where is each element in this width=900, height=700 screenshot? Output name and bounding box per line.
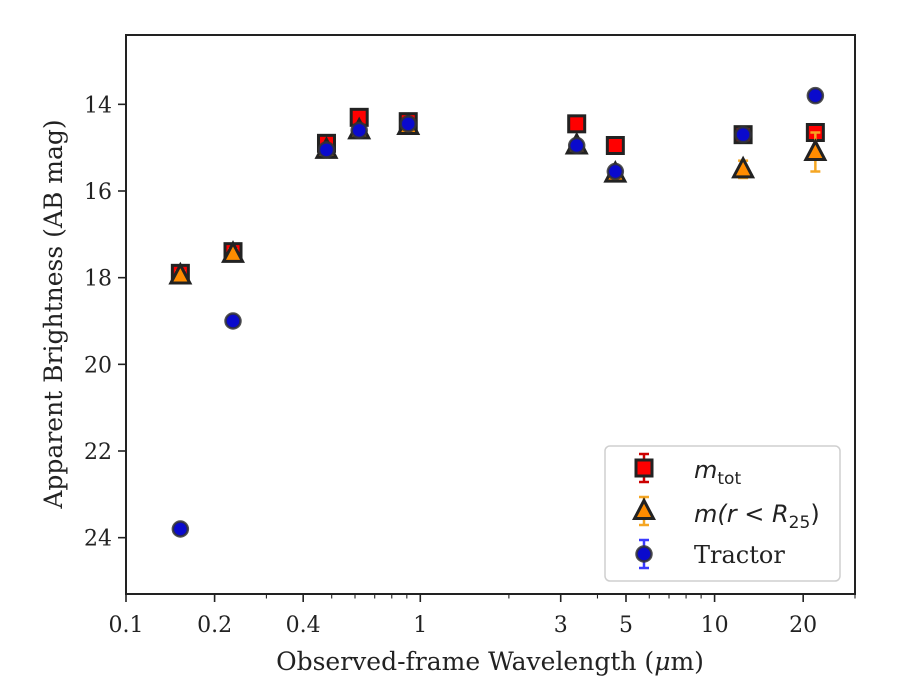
x-tick-label: 20 — [789, 613, 817, 638]
legend-symbol-tractor — [635, 545, 653, 563]
legend-box — [604, 445, 841, 582]
point-tractor — [224, 312, 242, 330]
x-axis-ticks: 0.1 0.2 0.4 1 3 5 10 20 — [109, 594, 817, 638]
legend-mr25-base: m — [694, 500, 717, 528]
series-tractor — [171, 86, 825, 538]
y-tick-label: 20 — [84, 353, 112, 378]
point-mr25 — [731, 155, 756, 179]
legend-entry-mtot: mtot — [634, 452, 741, 489]
point-mr25 — [221, 240, 245, 263]
legend-entry-tractor: Tractor — [635, 538, 785, 570]
legend-marker-mtot — [634, 452, 654, 484]
point-mr25 — [168, 261, 193, 285]
x-tick-label: 1 — [413, 613, 427, 638]
point-tractor — [806, 86, 825, 105]
plot-frame — [125, 34, 856, 595]
legend-mr25-mid: (r < R — [717, 500, 788, 528]
point-mr25 — [803, 138, 828, 161]
legend-mr25-close: ) — [810, 500, 819, 528]
x-tick-label: 3 — [554, 613, 568, 638]
legend-symbol-mr25 — [632, 497, 656, 520]
legend-entry-mr25: m(r < R25) — [632, 495, 820, 533]
point-tractor — [606, 162, 625, 181]
y-tick-label: 24 — [84, 527, 112, 552]
data-points — [168, 86, 828, 538]
legend-mr25-sub: 25 — [789, 513, 811, 533]
y-axis-ticks: 14 16 18 20 22 24 — [84, 93, 126, 552]
point-tractor — [171, 520, 190, 538]
point-tractor — [350, 121, 368, 140]
point-tractor — [734, 125, 752, 144]
point-mtot — [567, 114, 587, 134]
legend-label-mtot: mtot — [694, 456, 741, 489]
legend-mtot-base: m — [694, 456, 717, 484]
x-axis-label-rest: m) — [670, 647, 703, 676]
x-tick-label: 10 — [701, 613, 729, 638]
x-tick-label: 0.2 — [197, 613, 232, 638]
legend-label-mr25: m(r < R25) — [694, 500, 820, 533]
point-tractor — [399, 115, 417, 133]
x-axis-label: Observed-frame Wavelength (μm) — [276, 647, 704, 676]
y-tick-label: 16 — [84, 180, 112, 205]
y-tick-label: 22 — [84, 440, 112, 465]
x-axis-label-mu: μ — [654, 647, 670, 676]
y-tick-label: 18 — [84, 267, 112, 292]
point-mtot — [605, 136, 625, 155]
point-tractor — [567, 136, 586, 155]
x-tick-label: 0.4 — [286, 613, 321, 638]
x-axis-label-prefix: Observed-frame Wavelength ( — [276, 647, 654, 676]
y-axis-label: Apparent Brightness (AB mag) — [39, 119, 68, 509]
legend-label-tractor: Tractor — [694, 541, 785, 569]
legend-marker-mr25 — [632, 495, 656, 527]
x-tick-label: 5 — [619, 613, 633, 638]
y-tick-label: 14 — [84, 93, 112, 118]
x-tick-label: 0.1 — [109, 613, 144, 638]
legend-marker-tractor — [635, 538, 653, 570]
legend-mtot-sub: tot — [717, 469, 741, 489]
point-tractor — [317, 141, 336, 159]
legend-symbol-mtot — [634, 458, 654, 478]
legend: mtot m(r < R25) Tractor — [604, 445, 841, 582]
